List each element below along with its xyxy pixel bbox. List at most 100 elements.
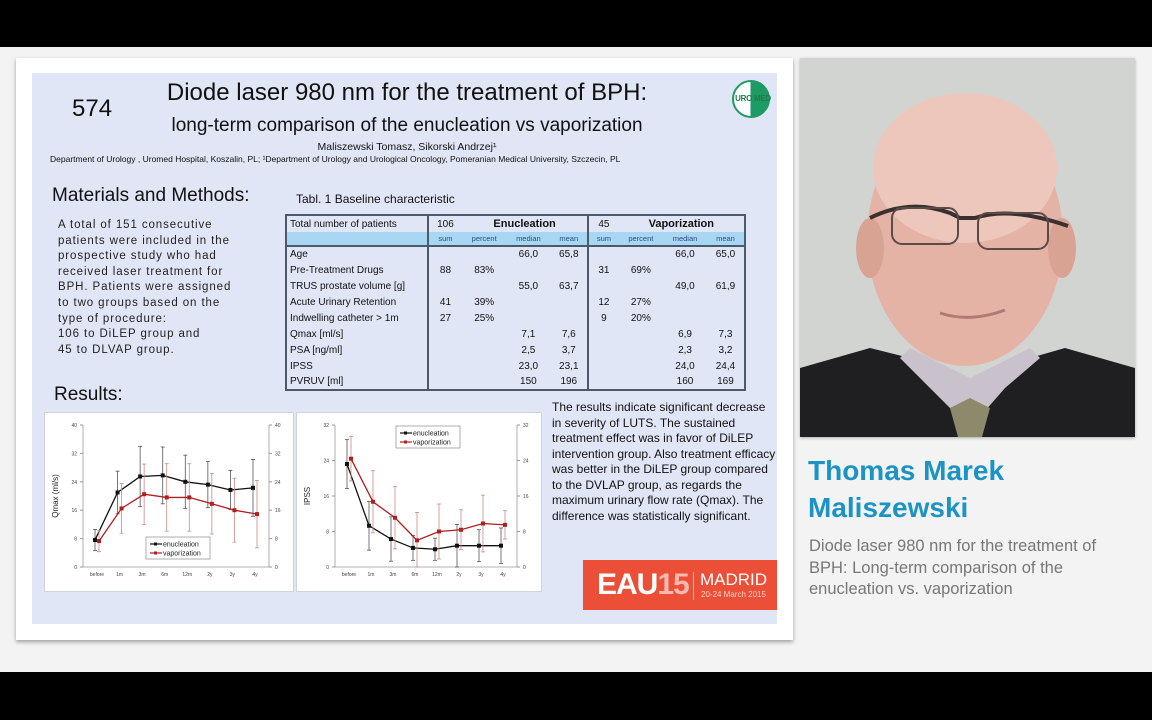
table-cell [550,310,588,326]
svg-text:0: 0 [74,565,77,571]
table-cell: 23,1 [559,360,579,372]
table-cell: 27 [427,310,462,326]
eau15-madrid-banner: EAU15 MADRID 20-24 March 2015 [583,560,777,610]
svg-text:4y: 4y [500,572,506,578]
table-cell [506,310,550,326]
speaker-name: Thomas Marek Maliszewski [808,455,1005,523]
table-cell: 150 [506,374,551,391]
svg-text:8: 8 [326,530,329,536]
subheader: sum [427,232,462,247]
table-cell [506,294,550,310]
row-label: PSA [ng/ml] [285,342,428,358]
banner-city: MADRID [700,570,768,589]
speaker-photo [800,58,1135,437]
row-label: Pre-Treatment Drugs [285,262,428,278]
svg-text:0: 0 [275,565,278,571]
table-cell [706,310,747,326]
svg-text:32: 32 [275,451,281,457]
table-cell: 66,0 [675,249,695,260]
subheader: percent [461,232,507,247]
table-cell [619,326,663,342]
table-cell: 3,2 [706,342,747,358]
poster-number: 574 [72,95,113,122]
table-cell: 24,4 [706,358,747,374]
table-cell [706,294,747,310]
table-cell: 55,0 [518,280,539,292]
table-cell [462,342,506,358]
group-name: Vaporization [618,214,747,232]
ipss-chart: 0 0 8 8 16 16 24 24 32 32 before 1m 3m 6m 12m 2y 3y 4y IPS… [296,412,542,592]
svg-text:before: before [90,572,104,578]
table-cell: 61,9 [706,278,747,294]
group-n: 45 [587,214,619,232]
svg-text:12m: 12m [432,572,442,578]
svg-text:2y: 2y [207,572,213,578]
table-cell [663,310,707,326]
table-row: Acute Urinary Retention 41 39% 12 27% [285,294,747,310]
svg-text:1m: 1m [116,572,123,578]
table-cell [587,358,619,374]
table-cell [587,326,619,342]
svg-text:40: 40 [71,423,77,429]
subheader: sum [587,232,619,247]
table-row: Pre-Treatment Drugs 88 83% 31 69% [285,262,747,278]
svg-text:8: 8 [275,537,278,543]
table-cell [427,374,462,391]
svg-text:6m: 6m [161,572,168,578]
table-cell [427,246,462,262]
table-cell [427,326,462,342]
table-cell [462,358,506,374]
svg-text:24: 24 [275,480,281,486]
table-cell: 66,0 [518,249,539,260]
table-row: Age 66,0 65,8 66,0 65,0 [285,246,747,262]
svg-text:IPSS: IPSS [303,487,312,505]
svg-text:enucleation: enucleation [163,542,199,549]
svg-text:0: 0 [326,565,329,571]
table-cell [587,374,619,391]
table-cell [587,246,619,262]
svg-text:8: 8 [523,530,526,536]
table-cell [618,374,664,391]
table-cell: 12 [587,294,619,310]
table-cell: 3,7 [561,344,576,356]
table-row: Qmax [ml/s] 7,1 7,6 6,9 7,3 [285,326,747,342]
subheader: mean [706,232,747,247]
group-n: 106 [427,214,462,232]
table-cell: 83% [474,264,495,276]
poster-title: Diode laser 980 nm for the treatment of … [166,79,648,106]
group-name: Enucleation [461,214,589,232]
svg-text:32: 32 [323,423,329,429]
table-cell: 7,3 [706,326,747,342]
row-label: Qmax [ml/s] [285,326,428,342]
subheader: mean [550,232,589,247]
svg-text:16: 16 [523,494,529,500]
uromed-logo-icon: URO MED [732,80,771,118]
table-row: Indwelling catheter > 1m 27 25% 9 20% [285,310,747,326]
svg-text:24: 24 [323,459,329,465]
table-row: PVRUV [ml] 150 196 160 169 [285,374,747,391]
svg-text:32: 32 [71,451,77,457]
table-row: PSA [ng/ml] 2,5 3,7 2,3 3,2 [285,342,747,358]
table-cell [462,246,506,262]
table-cell [663,262,707,278]
svg-text:24: 24 [71,480,77,486]
svg-text:16: 16 [323,494,329,500]
qmax-chart: 0 0 8 8 16 16 24 24 32 32 40 40 before 1m 3m 6m 12m 2y 3y 4… [44,412,294,592]
table-cell [427,278,462,294]
row-label: TRUS prostate volume [g] [285,278,428,294]
row-label: Acute Urinary Retention [285,294,428,310]
svg-text:1m: 1m [368,572,375,578]
table-cell [550,294,588,310]
table-row: TRUS prostate volume [g] 55,0 63,7 49,0 61,9 [285,278,747,294]
table-cell [550,262,588,278]
table-cell [587,342,619,358]
table-cell [619,246,663,262]
talk-title: Diode laser 980 nm for the treatment of … [809,537,1097,598]
row-label: Indwelling catheter > 1m [285,310,428,326]
table-cell: 169 [706,374,747,391]
table-cell: 2,5 [521,344,536,356]
table-row: IPSS 23,0 23,1 24,0 24,4 [285,358,747,374]
svg-text:3y: 3y [478,572,484,578]
baseline-table: Total number of patients 106 Enucleation 45… [285,214,747,391]
table-cell: 31 [587,262,619,278]
